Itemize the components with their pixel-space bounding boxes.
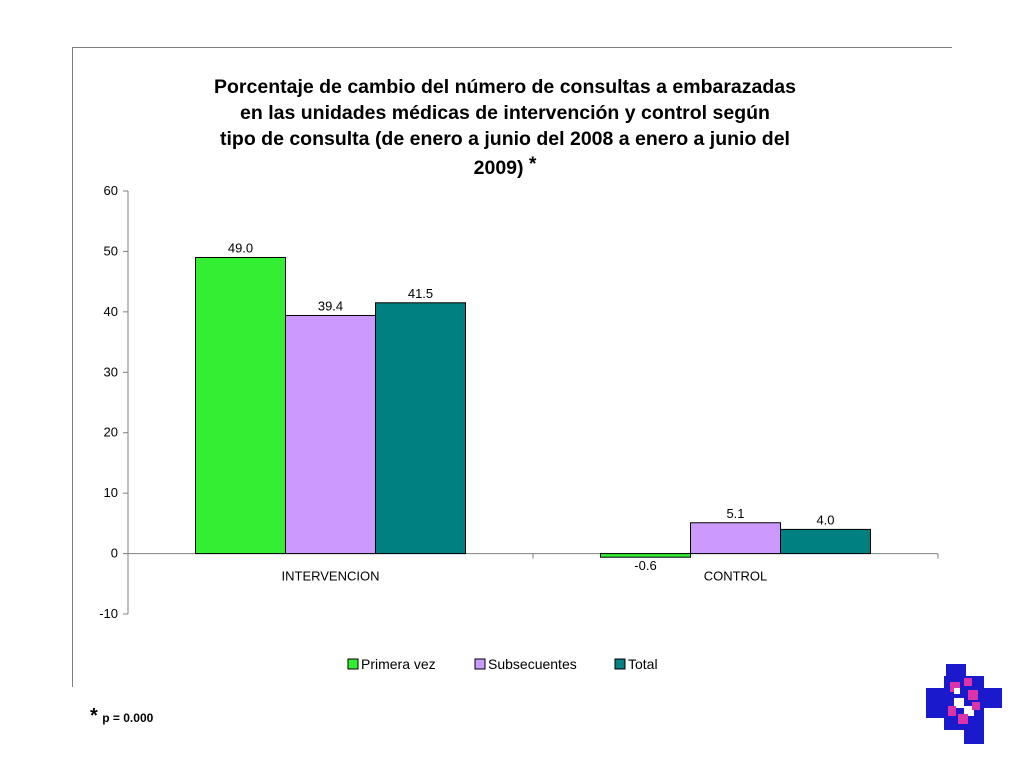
- institution-logo-icon: [924, 662, 1004, 746]
- chart-title-line-3: tipo de consulta (de enero a junio del 2…: [220, 128, 790, 150]
- data-label: 39.4: [318, 298, 343, 313]
- x-category-label: INTERVENCION: [282, 569, 380, 584]
- y-tick-label: 10: [104, 485, 118, 500]
- chart-frame-top-border: [72, 47, 952, 48]
- y-tick-label: -10: [99, 606, 118, 621]
- legend-swatch: [347, 658, 359, 670]
- legend-label: Subsecuentes: [488, 656, 577, 672]
- bar: [285, 314, 376, 555]
- y-tick-label: 40: [104, 304, 118, 319]
- y-tick-label: 60: [104, 183, 118, 198]
- chart-title-line-1: Porcentaje de cambio del número de consu…: [214, 76, 796, 98]
- data-label: 49.0: [228, 240, 253, 255]
- legend-label: Total: [628, 656, 658, 672]
- y-tick-label: 50: [104, 243, 118, 258]
- legend-swatch: [614, 658, 626, 670]
- data-label: 5.1: [726, 506, 744, 521]
- bar: [780, 528, 871, 555]
- chart-title-line-2: en las unidades médicas de intervención …: [240, 102, 770, 124]
- title-significance-marker: *: [528, 154, 537, 175]
- legend: Primera vez Subsecuentes Total: [347, 656, 658, 672]
- bar: [690, 522, 781, 555]
- data-label: 4.0: [816, 512, 834, 527]
- y-tick-label: 30: [104, 364, 118, 379]
- x-category-label: CONTROL: [704, 569, 768, 584]
- chart-title-line-4: 2009): [473, 157, 524, 179]
- y-tick-label: 20: [104, 425, 118, 440]
- data-labels: 49.0 39.4 41.5 -0.6 5.1 4.0: [228, 240, 835, 573]
- bar: [195, 256, 286, 555]
- chart-frame-left-border: [72, 47, 73, 687]
- footnote: * p = 0.000: [90, 705, 153, 728]
- y-tick-label: 0: [111, 546, 118, 561]
- bars: [195, 256, 871, 558]
- legend-label: Primera vez: [361, 656, 436, 672]
- footnote-marker: *: [90, 705, 98, 727]
- legend-swatch: [474, 658, 486, 670]
- data-label: -0.6: [634, 558, 656, 573]
- bar: [600, 553, 691, 558]
- data-label: 41.5: [408, 286, 433, 301]
- chart-title: Porcentaje de cambio del número de consu…: [150, 74, 860, 181]
- bar: [375, 302, 466, 555]
- footnote-text: p = 0.000: [102, 711, 154, 725]
